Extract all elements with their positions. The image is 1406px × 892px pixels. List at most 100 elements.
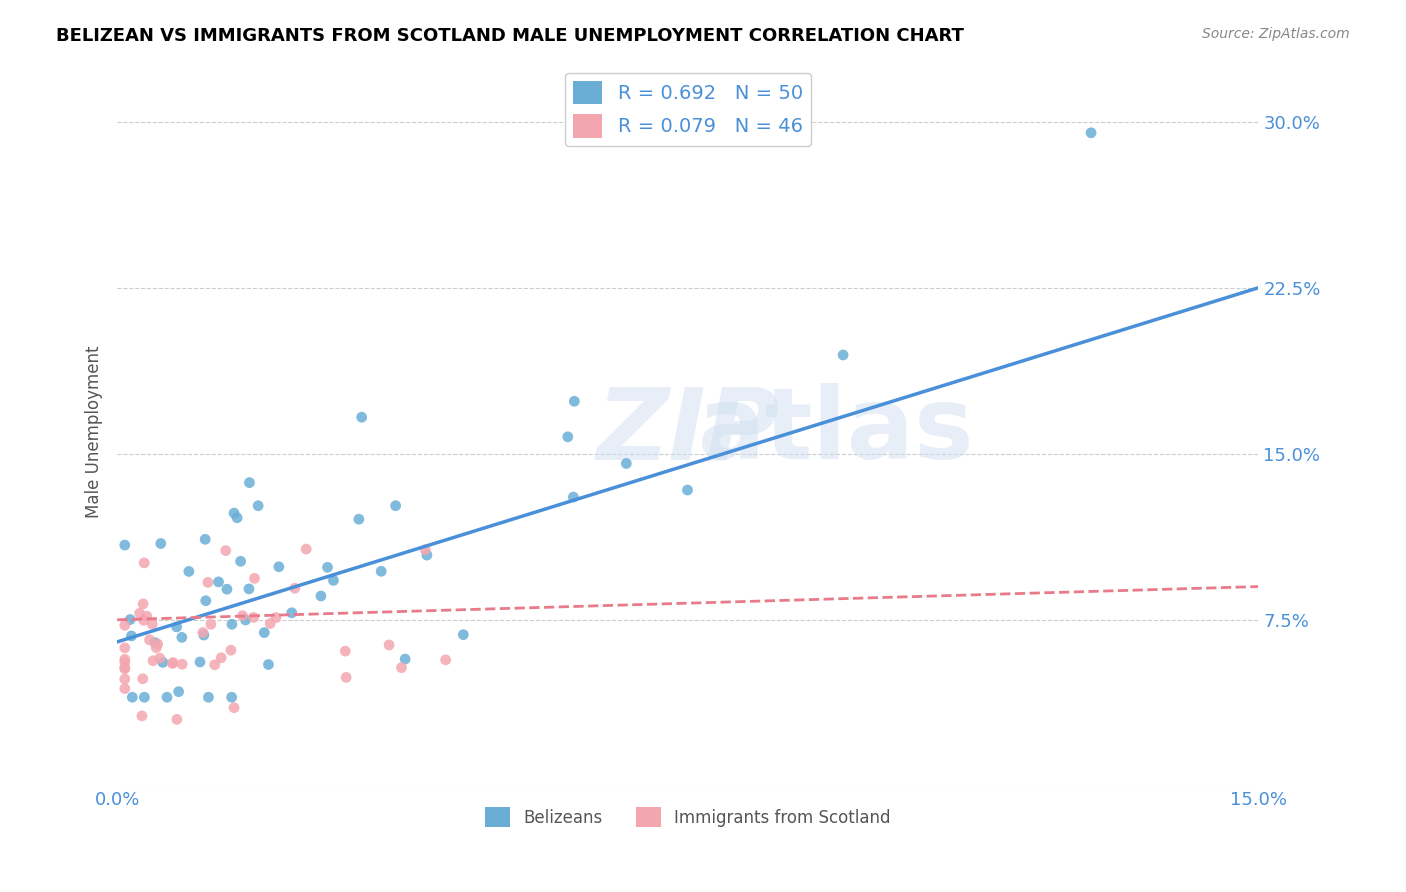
- Point: [1080, 126, 1102, 140]
- Text: BELIZEAN VS IMMIGRANTS FROM SCOTLAND MALE UNEMPLOYMENT CORRELATION CHART: BELIZEAN VS IMMIGRANTS FROM SCOTLAND MAL…: [56, 27, 965, 45]
- Text: ZIP: ZIP: [596, 383, 779, 480]
- Point: [120, 613, 142, 627]
- Point: [120, 629, 142, 643]
- Point: [564, 394, 586, 409]
- Point: [222, 700, 245, 714]
- Point: [243, 571, 266, 585]
- Point: [222, 506, 245, 520]
- Point: [413, 542, 436, 557]
- Point: [128, 607, 150, 621]
- Point: [562, 490, 585, 504]
- Point: [134, 556, 156, 570]
- Point: [162, 656, 184, 670]
- Point: [193, 628, 215, 642]
- Point: [194, 533, 217, 547]
- Text: Source: ZipAtlas.com: Source: ZipAtlas.com: [1202, 27, 1350, 41]
- Point: [114, 655, 136, 669]
- Point: [114, 672, 136, 686]
- Point: [221, 617, 243, 632]
- Point: [114, 661, 136, 675]
- Point: [132, 597, 155, 611]
- Point: [215, 582, 238, 597]
- Point: [226, 510, 249, 524]
- Point: [143, 635, 166, 649]
- Point: [247, 499, 270, 513]
- Point: [114, 618, 136, 632]
- Point: [167, 684, 190, 698]
- Legend: Belizeans, Immigrants from Scotland: Belizeans, Immigrants from Scotland: [478, 800, 897, 834]
- Point: [557, 430, 579, 444]
- Point: [131, 709, 153, 723]
- Point: [114, 662, 136, 676]
- Point: [242, 610, 264, 624]
- Point: [832, 348, 855, 362]
- Point: [238, 475, 260, 490]
- Point: [453, 628, 475, 642]
- Point: [162, 657, 184, 671]
- Point: [350, 410, 373, 425]
- Point: [135, 609, 157, 624]
- Point: [121, 690, 143, 705]
- Point: [280, 606, 302, 620]
- Point: [134, 690, 156, 705]
- Point: [172, 657, 194, 672]
- Point: [114, 681, 136, 696]
- Point: [394, 652, 416, 666]
- Point: [149, 651, 172, 665]
- Point: [142, 654, 165, 668]
- Point: [138, 632, 160, 647]
- Point: [614, 457, 637, 471]
- Text: atlas: atlas: [697, 383, 974, 480]
- Point: [204, 657, 226, 672]
- Point: [221, 690, 243, 705]
- Point: [267, 559, 290, 574]
- Point: [177, 565, 200, 579]
- Point: [141, 617, 163, 632]
- Point: [166, 712, 188, 726]
- Point: [434, 653, 457, 667]
- Point: [231, 608, 253, 623]
- Point: [229, 554, 252, 568]
- Point: [391, 660, 413, 674]
- Point: [416, 548, 439, 562]
- Point: [295, 542, 318, 557]
- Point: [215, 543, 238, 558]
- Point: [370, 564, 392, 578]
- Point: [384, 499, 406, 513]
- Point: [347, 512, 370, 526]
- Point: [170, 631, 193, 645]
- Point: [235, 613, 257, 627]
- Point: [335, 670, 357, 684]
- Point: [194, 593, 217, 607]
- Point: [309, 589, 332, 603]
- Point: [149, 536, 172, 550]
- Point: [259, 616, 281, 631]
- Point: [114, 538, 136, 552]
- Point: [316, 560, 339, 574]
- Point: [238, 582, 260, 596]
- Point: [166, 620, 188, 634]
- Point: [207, 574, 229, 589]
- Point: [284, 581, 307, 595]
- Point: [132, 672, 155, 686]
- Point: [253, 625, 276, 640]
- Point: [191, 625, 214, 640]
- Point: [219, 643, 242, 657]
- Point: [114, 652, 136, 666]
- Point: [257, 657, 280, 672]
- Point: [378, 638, 401, 652]
- Point: [145, 640, 167, 655]
- Point: [156, 690, 179, 705]
- Y-axis label: Male Unemployment: Male Unemployment: [86, 345, 103, 518]
- Point: [676, 483, 699, 497]
- Point: [197, 575, 219, 590]
- Point: [335, 644, 357, 658]
- Point: [152, 656, 174, 670]
- Point: [146, 637, 169, 651]
- Point: [114, 640, 136, 655]
- Point: [188, 655, 211, 669]
- Point: [132, 613, 155, 627]
- Point: [209, 650, 232, 665]
- Point: [264, 610, 287, 624]
- Point: [322, 574, 344, 588]
